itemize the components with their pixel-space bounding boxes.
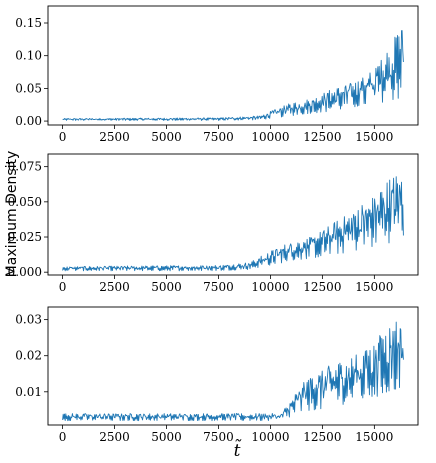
y-tick-label: 0.05 (15, 81, 42, 95)
y-tick-label: 0.02 (15, 349, 42, 363)
x-tick-label: 0 (59, 430, 67, 444)
series-line (62, 321, 404, 422)
y-axis-label: Maximum Density (4, 151, 20, 278)
x-tick-label: 7500 (203, 130, 234, 144)
y-tick-label: 0.03 (15, 313, 42, 327)
y-tick-label: 0.050 (8, 195, 42, 209)
y-tick-label: 0.075 (8, 160, 42, 174)
series-line (62, 30, 404, 121)
x-tick-label: 10000 (251, 130, 289, 144)
x-tick-label: 7500 (203, 280, 234, 294)
y-tick-label: 0.000 (8, 265, 42, 279)
x-tick-label: 5000 (151, 130, 182, 144)
x-tick-label: 0 (59, 280, 67, 294)
subplot-bottom: 0 2500 5000 7500 10000 12500 15000 0.01 0.02 0.03 (15, 306, 419, 444)
x-tick-label: 5000 (151, 280, 182, 294)
x-tick-label: 10000 (251, 280, 289, 294)
y-tick-label: 0.025 (8, 230, 42, 244)
y-tick-label: 0.01 (15, 385, 42, 399)
x-tick-label: 10000 (251, 430, 289, 444)
x-axis-label: t̃ (234, 439, 242, 461)
x-tick-label: 0 (59, 130, 67, 144)
x-tick-label: 2500 (99, 280, 130, 294)
x-tick-label: 12500 (303, 280, 341, 294)
x-tick-label: 2500 (99, 130, 130, 144)
x-tick-label: 7500 (203, 430, 234, 444)
y-tick-label: 0.00 (15, 114, 42, 128)
x-tick-label: 15000 (355, 130, 393, 144)
series-line (62, 176, 404, 272)
x-tick-label: 12500 (303, 130, 341, 144)
axes-frame (47, 153, 419, 276)
subplot-top: 0 2500 5000 7500 10000 12500 15000 0.00 0.05 0.10… (15, 5, 419, 144)
x-tick-label: 15000 (355, 280, 393, 294)
x-tick-label: 12500 (303, 430, 341, 444)
subplot-middle: 0 2500 5000 7500 10000 12500 15000 0.000 0.025 0.… (8, 153, 419, 294)
y-tick-label: 0.10 (15, 49, 42, 63)
y-tick-label: 0.15 (15, 16, 42, 30)
axes-frame (47, 306, 419, 426)
x-tick-label: 15000 (355, 430, 393, 444)
x-tick-label: 5000 (151, 430, 182, 444)
axes-frame (47, 5, 419, 126)
x-tick-label: 2500 (99, 430, 130, 444)
